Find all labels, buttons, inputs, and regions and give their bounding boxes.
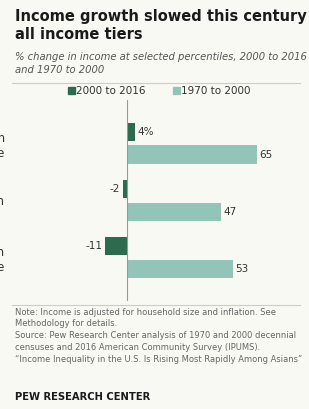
Text: Note: Income is adjusted for household size and inflation. See
Methodology for d: Note: Income is adjusted for household s… [15,308,303,364]
Text: 47: 47 [223,207,237,217]
Text: 53: 53 [235,264,249,274]
Bar [127,260,233,278]
Bar [104,237,127,255]
Text: 2000 to 2016: 2000 to 2016 [76,86,145,96]
Bar [123,180,127,198]
Text: 4%: 4% [137,127,154,137]
Text: -2: -2 [110,184,120,194]
Text: 1970 to 2000: 1970 to 2000 [181,86,250,96]
Text: PEW RESEARCH CENTER: PEW RESEARCH CENTER [15,392,151,402]
Text: -11: -11 [85,241,102,251]
Text: Income growth slowed this century for
all income tiers: Income growth slowed this century for al… [15,9,309,42]
Text: % change in income at selected percentiles, 2000 to 2016
and 1970 to 2000: % change in income at selected percentil… [15,52,307,75]
Bar [127,146,257,164]
Bar [127,203,221,221]
Text: 65: 65 [260,150,273,160]
Bar [127,123,135,141]
